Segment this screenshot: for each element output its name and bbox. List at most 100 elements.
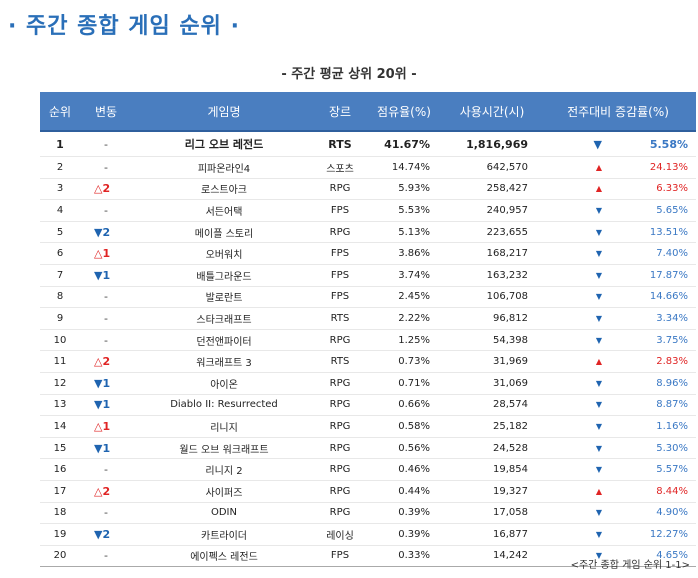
triangle-down-icon: ▼ [595, 313, 602, 323]
share-cell: 0.73% [398, 356, 430, 368]
table-row: 1 - 리그 오브 레전드 RTS 41.67% 1,816,969 ▼ 5.58% [40, 131, 696, 157]
share-cell: 0.71% [398, 377, 430, 389]
change-cell: - [104, 311, 108, 325]
rank-cell: 3 [56, 183, 64, 195]
change-rate-cell: 8.87% [656, 399, 688, 411]
triangle-down-icon: ▼ [595, 378, 602, 388]
genre-cell: FPS [330, 269, 350, 281]
change-cell: ▼1 [94, 376, 111, 390]
table-row: 10 - 던전앤파이터 RPG 1.25% 54,398 ▼ 3.75% [40, 329, 696, 351]
table-row: 14 △1 리니지 RPG 0.58% 25,182 ▼ 1.16% [40, 416, 696, 438]
game-name-cell: 워크래프트 3 [196, 358, 252, 370]
genre-cell: RTS [330, 356, 350, 368]
share-cell: 0.46% [398, 464, 430, 476]
header-change: 변동 [80, 92, 132, 132]
change-cell: ▼1 [94, 268, 111, 282]
hours-cell: 54,398 [493, 334, 528, 346]
hours-cell: 16,877 [493, 528, 528, 540]
change-rate-cell: 6.33% [656, 183, 688, 195]
game-name-cell: 피파온라인4 [197, 163, 251, 175]
rank-cell: 13 [53, 399, 67, 411]
change-cell: △2 [94, 484, 111, 498]
page-subtitle: - 주간 평균 상위 20위 - [281, 67, 417, 82]
table-row: 16 - 리니지 2 RPG 0.46% 19,854 ▼ 5.57% [40, 459, 696, 481]
triangle-up-icon: ▲ [595, 184, 602, 194]
rank-cell: 11 [53, 356, 67, 368]
share-cell: 2.22% [398, 312, 430, 324]
table-row: 3 △2 로스트아크 RPG 5.93% 258,427 ▲ 6.33% [40, 178, 696, 200]
hours-cell: 19,854 [493, 464, 528, 476]
change-cell: - [104, 137, 108, 151]
header-weekly-change: 전주대비 증감률(%) [540, 92, 696, 132]
game-name-cell: 서든어택 [205, 206, 243, 218]
hours-cell: 168,217 [486, 248, 528, 260]
change-rate-cell: 8.44% [656, 485, 688, 497]
table-row: 5 ▼2 메이플 스토리 RPG 5.13% 223,655 ▼ 13.51% [40, 221, 696, 243]
game-name-cell: 발로란트 [205, 293, 243, 305]
table-row: 20 - 에이펙스 레전드 FPS 0.33% 14,242 ▼ 4.65% [40, 545, 696, 567]
change-cell: - [104, 333, 108, 347]
hours-cell: 258,427 [486, 183, 528, 195]
page-title: · 주간 종합 게임 순위 · [8, 14, 240, 39]
share-cell: 0.56% [398, 442, 430, 454]
triangle-down-icon: ▼ [595, 249, 602, 259]
genre-cell: RPG [329, 399, 351, 411]
triangle-down-icon: ▼ [593, 137, 602, 151]
rank-cell: 5 [56, 226, 64, 238]
genre-cell: FPS [330, 204, 350, 216]
game-name-cell: 리그 오브 레전드 [184, 138, 264, 151]
rank-cell: 4 [56, 204, 64, 216]
triangle-down-icon: ▼ [595, 443, 602, 453]
hours-cell: 25,182 [493, 420, 528, 432]
change-rate-cell: 24.13% [649, 161, 688, 173]
change-rate-cell: 3.75% [656, 334, 688, 346]
table-row: 4 - 서든어택 FPS 5.53% 240,957 ▼ 5.65% [40, 200, 696, 222]
triangle-down-icon: ▼ [595, 551, 602, 561]
game-name-cell: 로스트아크 [201, 185, 247, 197]
change-rate-cell: 12.27% [649, 528, 688, 540]
change-rate-cell: 14.66% [649, 291, 688, 303]
rank-cell: 15 [53, 442, 67, 454]
genre-cell: RPG [329, 377, 351, 389]
change-rate-cell: 1.16% [656, 420, 688, 432]
share-cell: 5.13% [398, 226, 430, 238]
hours-cell: 106,708 [486, 291, 528, 303]
rank-cell: 12 [53, 377, 67, 389]
game-name-cell: 아이온 [210, 379, 238, 391]
game-name-cell: 에이펙스 레전드 [190, 552, 258, 564]
header-rank: 순위 [40, 92, 80, 132]
rank-cell: 8 [56, 291, 64, 303]
change-cell: - [104, 290, 108, 304]
rank-cell: 18 [53, 507, 67, 519]
rank-cell: 16 [53, 464, 67, 476]
game-name-cell: 던전앤파이터 [196, 336, 252, 348]
genre-cell: FPS [330, 291, 350, 303]
ranking-table: 순위 변동 게임명 장르 점유율(%) 사용시간(시) 전주대비 증감률(%) … [40, 92, 696, 567]
rank-cell: 7 [56, 269, 64, 281]
hours-cell: 240,957 [486, 204, 528, 216]
triangle-down-icon: ▼ [595, 400, 602, 410]
hours-cell: 14,242 [493, 550, 528, 562]
change-rate-cell: 2.83% [656, 356, 688, 368]
change-cell: △1 [94, 247, 111, 261]
genre-cell: RPG [329, 464, 351, 476]
game-name-cell: 카트라이더 [201, 530, 247, 542]
share-cell: 1.25% [398, 334, 430, 346]
share-cell: 0.33% [398, 550, 430, 562]
change-cell: △2 [94, 355, 111, 369]
table-row: 19 ▼2 카트라이더 레이싱 0.39% 16,877 ▼ 12.27% [40, 524, 696, 546]
share-cell: 0.66% [398, 399, 430, 411]
triangle-up-icon: ▲ [595, 162, 602, 172]
change-rate-cell: 5.65% [656, 204, 688, 216]
table-header-row: 순위 변동 게임명 장르 점유율(%) 사용시간(시) 전주대비 증감률(%) [40, 92, 696, 132]
header-genre: 장르 [316, 92, 364, 132]
table-row: 13 ▼1 Diablo II: Resurrected RPG 0.66% 28,574… [40, 394, 696, 416]
genre-cell: RPG [329, 420, 351, 432]
hours-cell: 19,327 [493, 485, 528, 497]
rank-cell: 1 [56, 137, 64, 151]
change-rate-cell: 8.96% [656, 377, 688, 389]
change-cell: ▼2 [94, 225, 111, 239]
change-rate-cell: 4.65% [656, 550, 688, 562]
hours-cell: 31,069 [493, 377, 528, 389]
rank-cell: 2 [56, 161, 64, 173]
